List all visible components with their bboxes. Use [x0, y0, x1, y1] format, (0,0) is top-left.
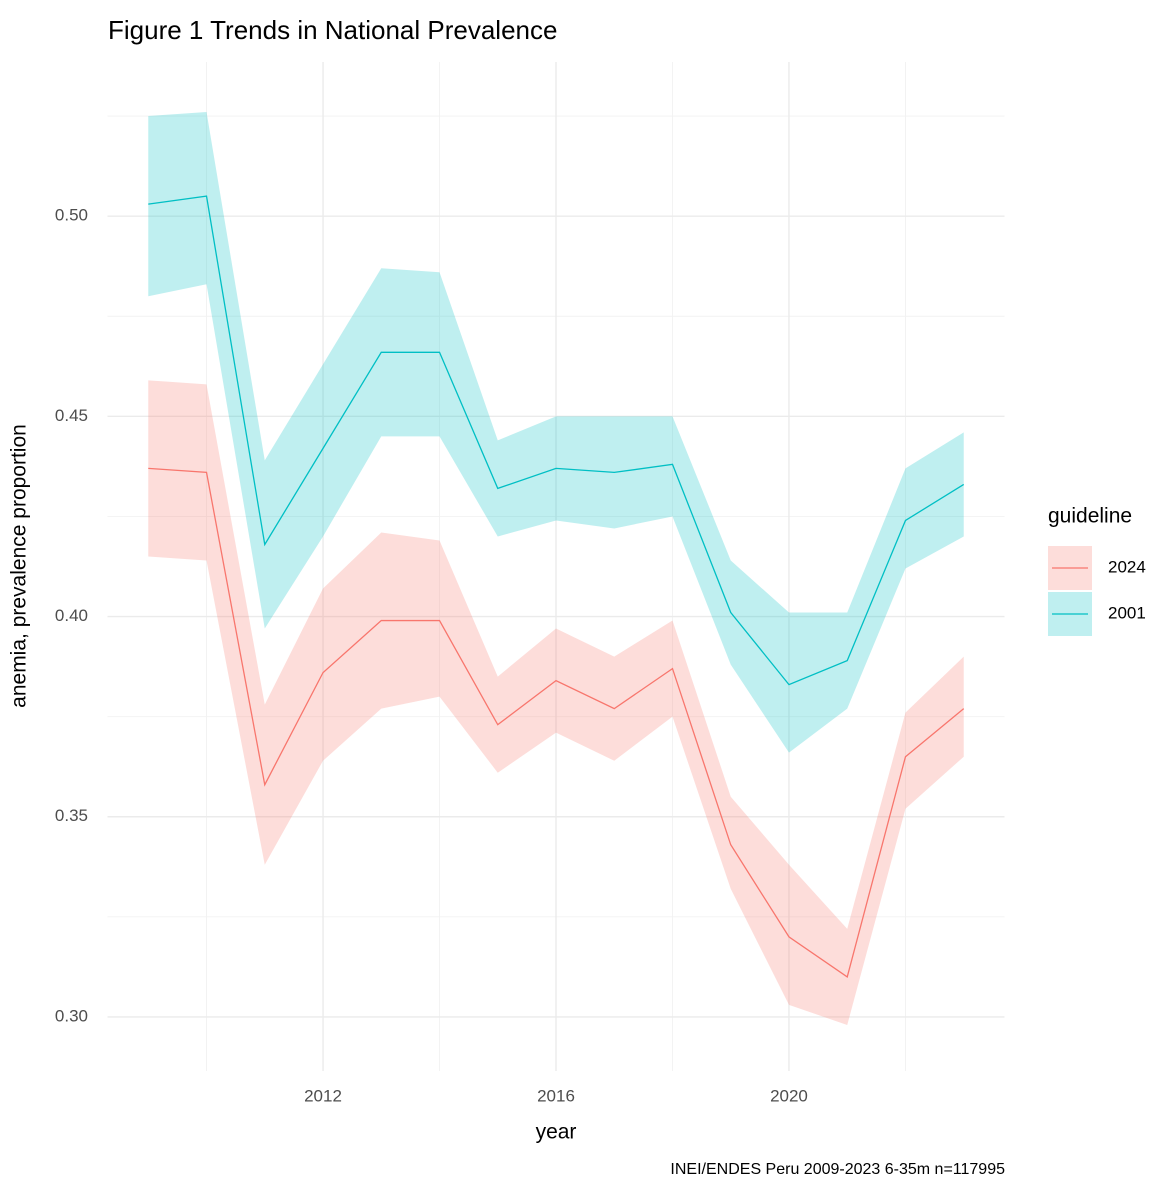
y-tick-label: 0.40 — [55, 606, 88, 625]
x-axis-title: year — [536, 1121, 577, 1144]
confidence-band — [148, 380, 964, 1025]
line — [148, 195, 965, 686]
confidence-band — [148, 112, 964, 753]
legend-label: 2024 — [1108, 557, 1146, 576]
legend-title: guideline — [1048, 505, 1132, 528]
x-tick-label: 2012 — [304, 1086, 342, 1105]
caption: INEI/ENDES Peru 2009-2023 6-35m n=117995 — [670, 1161, 1005, 1178]
y-tick-label: 0.30 — [55, 1006, 88, 1025]
legend-label: 2001 — [1108, 603, 1146, 622]
line — [148, 467, 965, 978]
y-tick-label: 0.35 — [55, 806, 88, 825]
y-axis-title: anemia, prevalence proportion — [8, 424, 31, 708]
y-tick-label: 0.50 — [55, 206, 88, 225]
grid — [107, 62, 1005, 1071]
chart-title: Figure 1 Trends in National Prevalence — [108, 15, 557, 45]
y-tick-label: 0.45 — [55, 406, 88, 425]
x-tick-label: 2020 — [770, 1086, 808, 1105]
x-tick-label: 2016 — [537, 1086, 575, 1105]
